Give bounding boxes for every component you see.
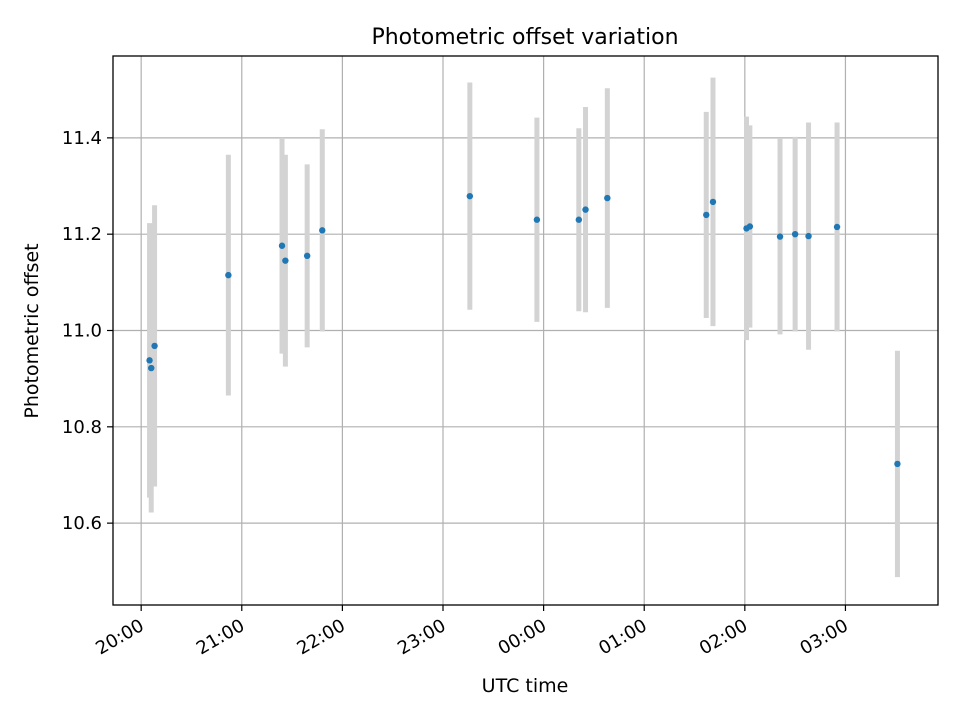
x-tick-label: 20:00 [92,615,147,659]
x-tick-label: 23:00 [394,615,449,659]
data-point [776,233,784,240]
data-point [582,206,589,213]
data-point [146,357,153,364]
y-tick-label: 11.0 [62,321,102,342]
x-axis-ticks: 20:00 21:00 22:00 23:00 00:00 01:00 02:00 03:00 [92,605,852,659]
y-tick-label: 11.4 [62,128,102,149]
x-tick-label: 02:00 [696,615,751,659]
x-tick-label: 22:00 [293,615,348,659]
data-point [533,216,541,223]
data-point [604,194,611,202]
data-point [575,216,583,223]
error-bars [147,77,900,578]
y-tick-label: 11.2 [62,224,102,245]
data-point [225,271,232,279]
y-axis-label: Photometric offset [21,243,43,418]
data-point [791,230,799,238]
grid-lines [113,56,938,605]
data-point [278,242,286,249]
data-point [319,227,326,234]
y-axis-ticks: 10.6 10.8 11.0 11.2 11.4 [62,128,113,534]
data-point [148,364,155,372]
data-point [746,223,754,230]
data-point [833,223,841,231]
data-point [703,211,710,219]
data-point [151,342,158,350]
x-axis-label: UTC time [482,675,569,697]
data-points [146,192,901,468]
chart-title: Photometric offset variation [371,25,678,50]
data-point [709,198,717,206]
y-tick-label: 10.6 [62,513,102,534]
data-point [303,252,311,260]
x-tick-label: 03:00 [797,615,852,659]
x-tick-label: 00:00 [495,615,550,659]
data-point [894,460,901,468]
y-tick-label: 10.8 [62,417,102,438]
data-point [282,257,289,264]
data-point [805,232,812,240]
data-point [466,192,474,200]
x-tick-label: 01:00 [595,615,650,659]
x-tick-label: 21:00 [193,615,248,659]
